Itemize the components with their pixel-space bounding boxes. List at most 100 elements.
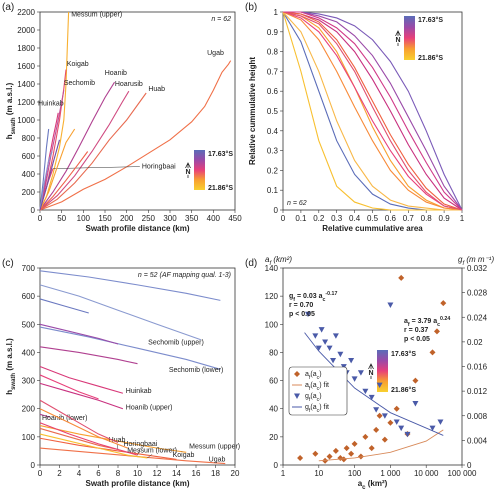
x-tick-label: 0.6	[385, 214, 397, 223]
series-label: Messum (upper)	[189, 444, 240, 451]
series-line	[39, 151, 53, 211]
point	[404, 431, 411, 438]
y-tick-label: 0.5	[267, 107, 279, 116]
x-tick-label: 14	[172, 469, 181, 478]
y2-tick-label: 0.032	[467, 264, 488, 273]
note: n = 62	[287, 200, 307, 207]
legend-label: gf(ac) fit	[305, 404, 329, 414]
x-tick-label: 20	[231, 469, 240, 478]
y-tick-label: 0.7	[267, 67, 279, 76]
colorbar-label: 21.86°S	[391, 386, 416, 394]
y-axis-label: hswath (m a.s.l.)	[5, 338, 17, 395]
series-line	[39, 151, 89, 211]
text-part: g	[305, 404, 309, 411]
series-line	[304, 332, 444, 436]
x-tick-label: 100	[348, 469, 362, 478]
point	[330, 357, 337, 364]
point	[312, 450, 319, 457]
text-part: a	[404, 318, 408, 325]
x-tick-label: 450	[228, 214, 242, 223]
x-axis-label: Swath profile distance (km)	[85, 479, 189, 488]
text-part: f	[309, 375, 311, 381]
annotation: r = 0.37	[404, 327, 428, 334]
point	[373, 407, 380, 413]
point	[412, 377, 419, 384]
x-tick-label: 0	[281, 214, 286, 223]
point	[381, 413, 388, 419]
y-tick-label: 800	[22, 134, 36, 143]
note: n = 62	[211, 16, 231, 23]
series-line	[39, 284, 202, 341]
series-line	[282, 11, 462, 211]
text-part: c	[437, 322, 440, 328]
legend-label: af(ac) fit	[305, 382, 329, 392]
x-tick-label: 1	[460, 214, 465, 223]
series-line	[39, 11, 70, 211]
text-part: = 3.79 a	[410, 318, 438, 325]
north-label: N	[395, 37, 400, 44]
y-tick-label: 0.4	[267, 127, 279, 136]
y-tick-label: 100	[265, 320, 279, 329]
y-tick-label: 0	[274, 206, 279, 215]
series-line	[283, 11, 463, 211]
annotation: p < 0.05	[289, 311, 315, 318]
y-tick-label: 60	[269, 377, 278, 386]
x-tick-label: 16	[192, 469, 201, 478]
series-label: Hoanib (upper)	[126, 404, 173, 411]
series-line	[39, 382, 124, 410]
y-tick-label: 600	[22, 152, 36, 161]
point	[343, 445, 350, 452]
y-tick-label: 100	[22, 433, 36, 442]
point	[362, 388, 369, 395]
point	[398, 274, 405, 281]
text-part: swath	[11, 117, 17, 134]
y-tick-label: 400	[22, 348, 36, 357]
leader-line	[147, 454, 153, 459]
text-part: )	[319, 371, 321, 378]
text-part: ) fit	[319, 404, 329, 411]
x-tick-label: 0	[38, 469, 43, 478]
point	[376, 382, 383, 388]
x-tick-label: 100	[77, 214, 91, 223]
text-part: (a	[310, 393, 316, 400]
text-part: (a	[310, 404, 316, 411]
plot-frame	[282, 11, 463, 211]
x-tick-label: 0.5	[367, 214, 379, 223]
y-tick-label: 120	[265, 292, 279, 301]
text-part: a	[305, 382, 309, 389]
x-tick-label: 0.9	[439, 214, 451, 223]
x-tick-label: 4	[77, 469, 82, 478]
x-tick-label: 0.1	[295, 214, 307, 223]
x-tick-label: 100 000	[448, 469, 477, 478]
text-part: )	[319, 393, 321, 400]
panel-label: (d)	[245, 258, 257, 269]
series-line	[282, 11, 462, 211]
point	[348, 357, 355, 364]
leader-line	[52, 166, 140, 169]
y2-tick-label: 0.016	[467, 363, 488, 372]
series-line	[39, 90, 130, 211]
colorbar-label: 21.86°S	[208, 184, 233, 192]
colorbar	[404, 16, 415, 60]
x-tick-label: 1 000	[380, 469, 401, 478]
plot-frame	[39, 11, 236, 211]
point	[322, 457, 329, 464]
y2-axis-label: gf (m m⁻¹)	[458, 255, 494, 267]
north-arrow	[395, 30, 401, 46]
series-label: Hoanib	[105, 70, 127, 77]
x-tick-label: 12	[153, 469, 162, 478]
text-part: ) fit	[319, 382, 329, 389]
point	[337, 351, 344, 358]
y-tick-label: 1000	[17, 116, 35, 125]
y-tick-label: 0.2	[267, 166, 279, 175]
series-line	[39, 270, 221, 301]
y-tick-label: 0.6	[267, 87, 279, 96]
point	[381, 436, 388, 443]
point	[305, 311, 312, 318]
series-line	[39, 112, 59, 211]
x-tick-label: 300	[163, 214, 177, 223]
point	[332, 447, 339, 454]
point	[398, 425, 405, 432]
y-tick-label: 500	[22, 320, 36, 329]
x-tick-label: 2	[57, 469, 62, 478]
